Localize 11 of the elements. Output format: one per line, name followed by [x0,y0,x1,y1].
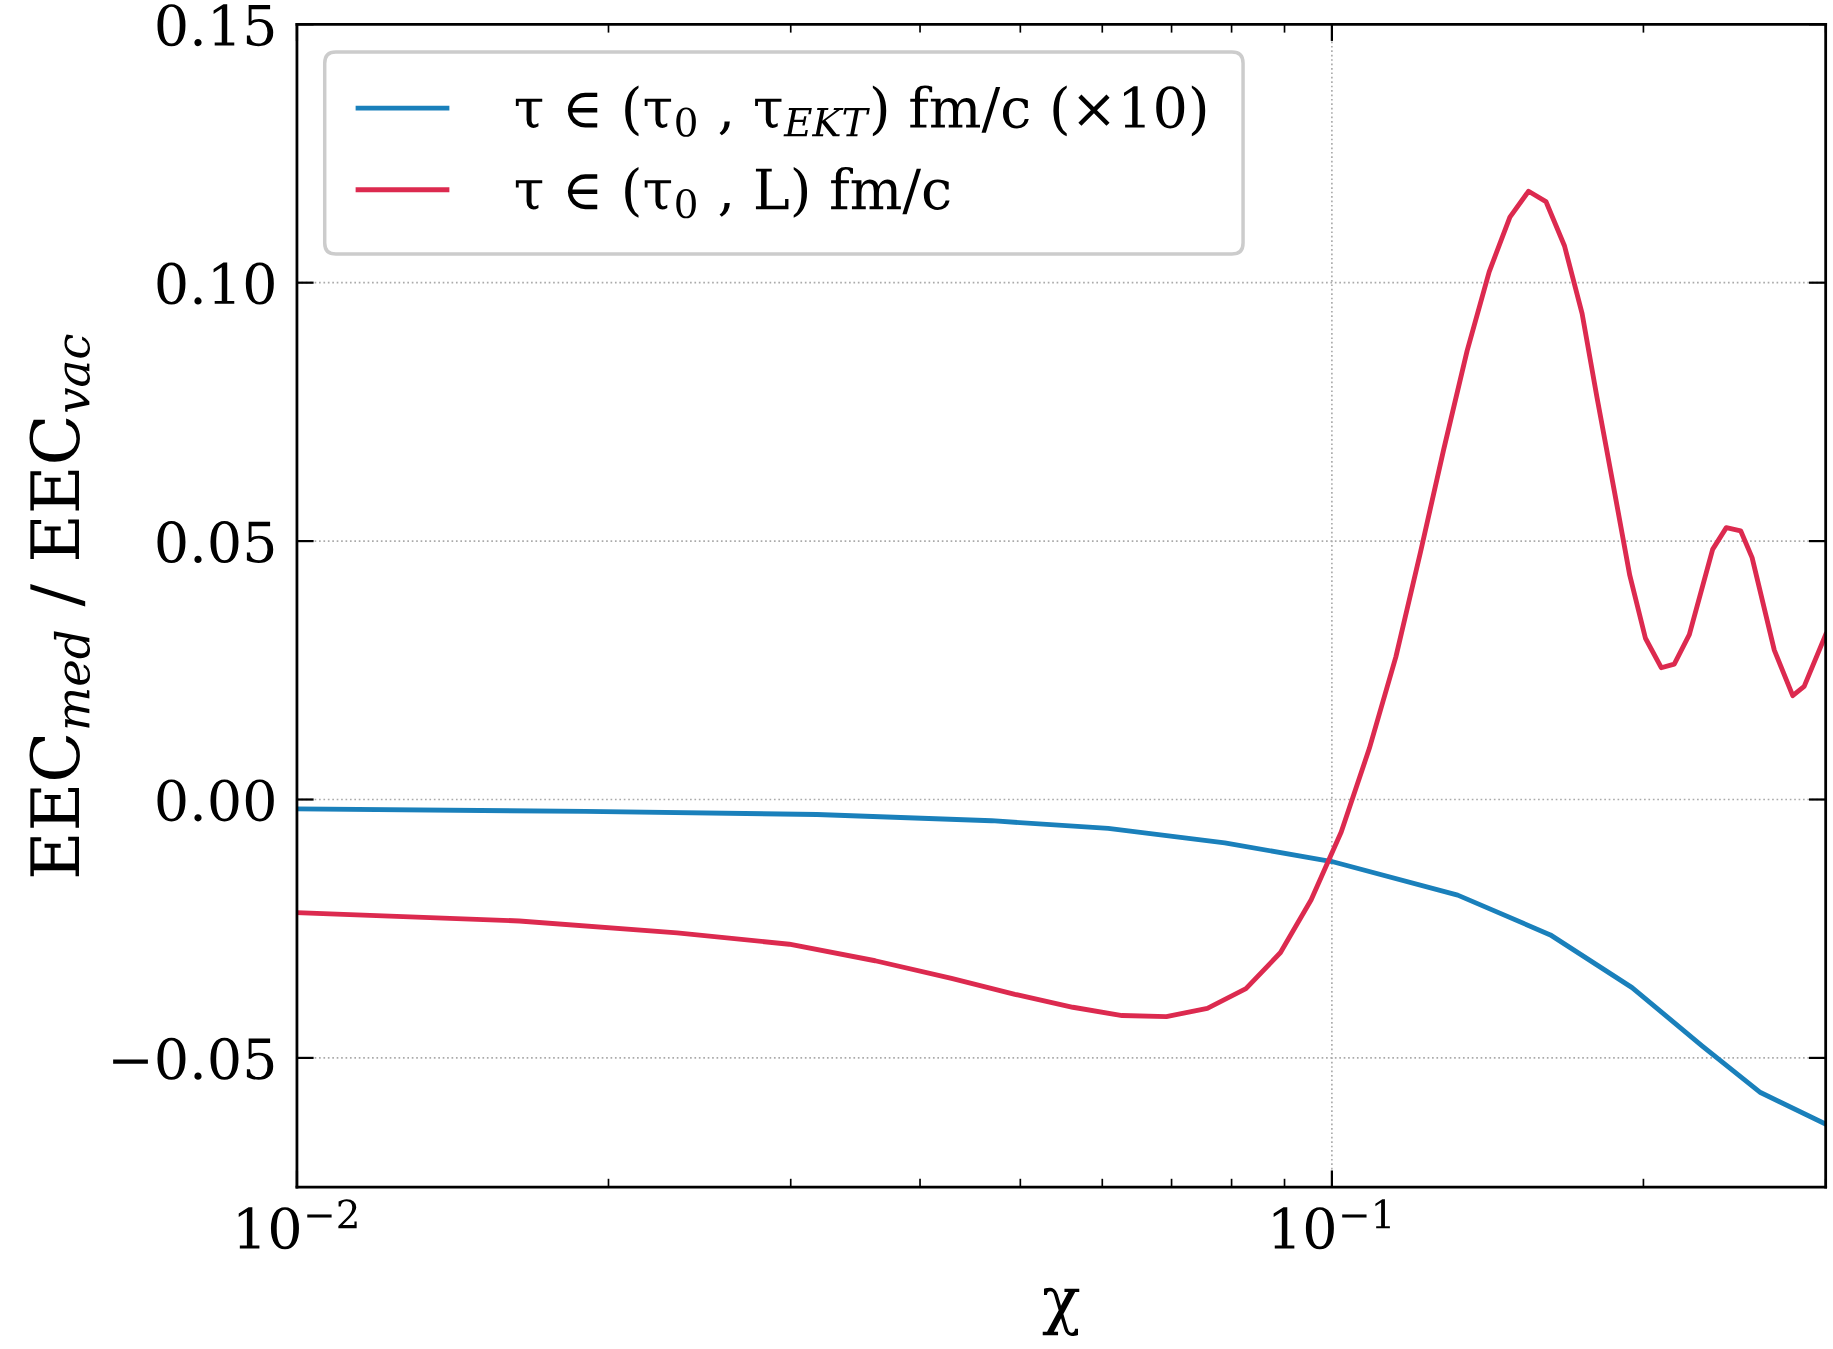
y-tick-label: −0.05 [113,1037,274,1080]
y-tick-label: 0.15 [157,4,274,47]
y-tick-label: 0.05 [157,520,274,563]
legend-label: τ ∈ (τ$_{0}$ , τ$_{EKT}$) fm/c (×10) [515,85,1206,137]
legend-label: τ ∈ (τ$_{0}$ , L) fm/c [515,166,950,219]
y-axis-title: EEC$_{med}$ / EEC$_{vac}$ [29,334,91,877]
x-tick-label: 10$^{−1}$ [1273,1199,1390,1250]
y-tick-label: 0.10 [157,262,274,305]
x-tick-label: 10$^{−2}$ [238,1199,357,1250]
y-tick-label: 0.00 [157,779,274,822]
x-axis-title: χ [1042,1287,1080,1337]
